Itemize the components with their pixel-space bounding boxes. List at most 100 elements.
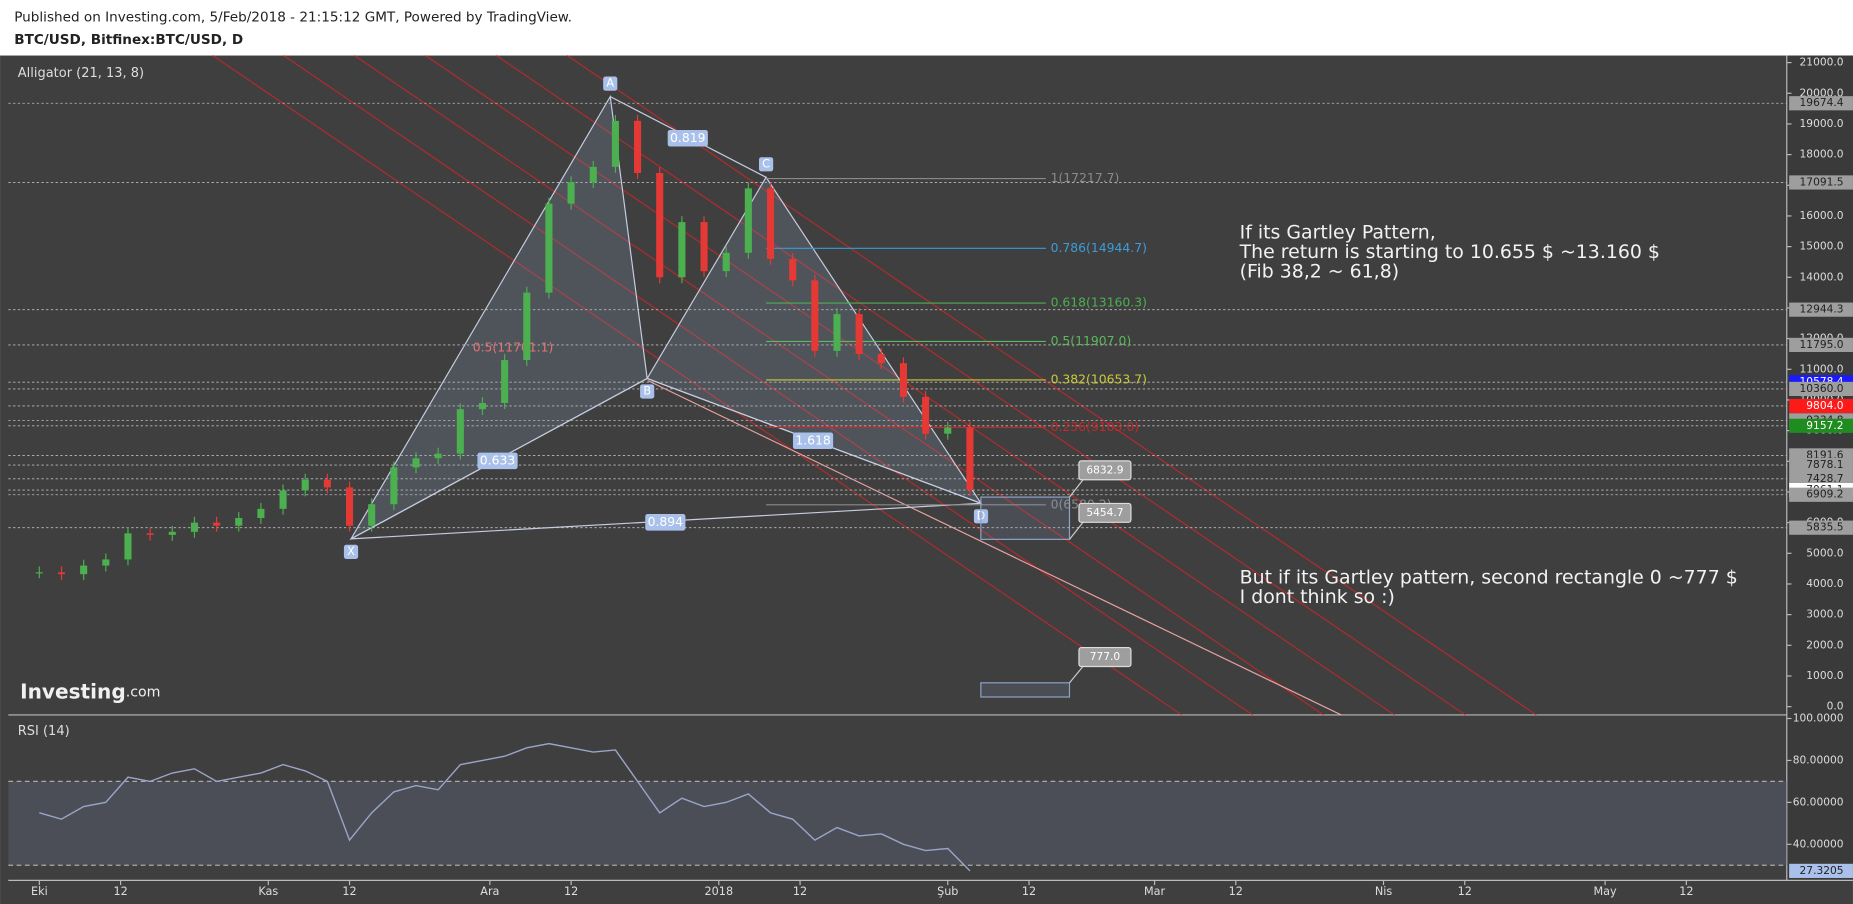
y-tick-label: 19000.0 bbox=[1800, 117, 1844, 130]
marker-box bbox=[1789, 398, 1853, 414]
marker-label: 9157.2 bbox=[1806, 419, 1843, 432]
candle bbox=[567, 182, 575, 204]
candle bbox=[855, 314, 863, 354]
callout-pointer bbox=[1069, 477, 1086, 498]
indicator-label: Alligator (21, 13, 8) bbox=[18, 66, 144, 81]
candle bbox=[390, 467, 398, 505]
x-tick-label: Mar bbox=[1144, 885, 1166, 898]
candle bbox=[744, 188, 752, 253]
logo-suffix: .com bbox=[126, 684, 161, 700]
candle bbox=[80, 565, 88, 575]
rsi-last-label: 27.3205 bbox=[1800, 864, 1844, 877]
marker-box bbox=[1789, 175, 1853, 190]
candle bbox=[877, 353, 885, 364]
ratio-box bbox=[477, 452, 518, 470]
rsi-band bbox=[8, 781, 1787, 866]
candle bbox=[722, 252, 730, 272]
candle bbox=[190, 522, 198, 532]
candle bbox=[833, 314, 841, 351]
pattern-point-label: X bbox=[347, 545, 355, 558]
x-tick-label: 12 bbox=[1229, 885, 1243, 898]
x-tick-label: Eki bbox=[31, 885, 48, 898]
marker-label: 7878.1 bbox=[1806, 458, 1843, 471]
annotation: But if its Gartley pattern, second recta… bbox=[1240, 566, 1738, 588]
x-tick-label: Şub bbox=[937, 885, 958, 898]
ratio-label: 0.633 bbox=[480, 452, 515, 467]
candle bbox=[146, 533, 154, 535]
candle bbox=[811, 280, 819, 351]
published: Published on Investing.com, 5/Feb/2018 -… bbox=[14, 10, 572, 26]
marker-box bbox=[1789, 520, 1853, 535]
candle bbox=[35, 572, 43, 574]
ratio-label: 0.894 bbox=[648, 514, 684, 529]
candle bbox=[501, 360, 509, 404]
marker-label: 19674.4 bbox=[1800, 96, 1844, 109]
callout-label: 6832.9 bbox=[1086, 463, 1123, 476]
x-tick-label: 12 bbox=[793, 885, 807, 898]
annotation: (Fib 38,2 ~ 61,8) bbox=[1240, 260, 1399, 282]
candle bbox=[213, 522, 221, 526]
candle bbox=[257, 508, 265, 519]
ratio-box bbox=[792, 432, 834, 450]
channel-line bbox=[496, 55, 1466, 716]
marker-label: 9804.0 bbox=[1806, 399, 1843, 412]
pattern-point-label: C bbox=[762, 157, 770, 170]
candle bbox=[478, 403, 487, 410]
pattern-point-label: B bbox=[643, 384, 651, 397]
candle bbox=[235, 518, 243, 526]
fib-label: 0.5(11701.1) bbox=[473, 339, 554, 354]
y-tick-label: 20000.0 bbox=[1800, 86, 1844, 99]
callout-box bbox=[1078, 502, 1132, 523]
logo: Investing.com bbox=[20, 679, 160, 703]
x-tick-label: Nis bbox=[1375, 885, 1393, 898]
callout-label: 777.0 bbox=[1090, 650, 1121, 663]
ratio-label: 1.618 bbox=[795, 432, 831, 447]
x-tick-label: Kas bbox=[258, 885, 278, 898]
annotation: If its Gartley Pattern, bbox=[1240, 221, 1436, 243]
candle bbox=[412, 458, 420, 468]
callout-pointer bbox=[1069, 519, 1086, 540]
candle bbox=[700, 222, 708, 272]
rsi-tick-label: 40.00000 bbox=[1793, 837, 1844, 850]
logo-text: Investing bbox=[20, 679, 126, 703]
x-tick-label: 12 bbox=[1022, 885, 1036, 898]
marker-box bbox=[1789, 337, 1853, 352]
callout-label: 5454.7 bbox=[1086, 506, 1123, 519]
marker-label: 11795.0 bbox=[1800, 338, 1844, 351]
fib-label: 0.786(14944.7) bbox=[1051, 240, 1147, 255]
candle bbox=[634, 120, 642, 174]
fib-label: 0.382(10653.7) bbox=[1051, 371, 1147, 386]
pattern-point-box bbox=[640, 384, 655, 399]
channel-line bbox=[425, 55, 1395, 716]
chart-bg bbox=[0, 55, 1853, 904]
fib-label: 0.5(11907.0) bbox=[1051, 333, 1132, 348]
candle bbox=[434, 453, 442, 459]
marker-box bbox=[1789, 96, 1853, 111]
y-tick-label: 21000.0 bbox=[1800, 56, 1844, 69]
x-tick-label: 12 bbox=[1458, 885, 1472, 898]
pattern-point-box bbox=[758, 157, 774, 172]
y-tick-label: 15000.0 bbox=[1800, 240, 1844, 253]
x-tick-label: 12 bbox=[1679, 885, 1693, 898]
callout-box bbox=[1078, 646, 1132, 668]
y-tick-label: 16000.0 bbox=[1800, 209, 1844, 222]
candle bbox=[944, 427, 952, 434]
candle bbox=[545, 203, 553, 293]
callout-box bbox=[1078, 460, 1132, 481]
candle bbox=[368, 504, 376, 526]
candle bbox=[656, 173, 664, 278]
x-tick-label: 12 bbox=[564, 885, 578, 898]
candle bbox=[766, 188, 775, 259]
candle bbox=[523, 292, 531, 361]
x-tick-label: 12 bbox=[113, 885, 127, 898]
candle bbox=[57, 572, 66, 575]
candle bbox=[589, 166, 597, 183]
candle bbox=[611, 120, 619, 167]
fib-label: 0.236(9103.0) bbox=[1051, 419, 1140, 434]
marker-label: 5835.5 bbox=[1806, 521, 1843, 534]
channel-line bbox=[354, 55, 1324, 716]
header-bg bbox=[0, 0, 1853, 56]
x-tick-label: 2018 bbox=[705, 885, 734, 898]
target-rect bbox=[980, 682, 1071, 698]
